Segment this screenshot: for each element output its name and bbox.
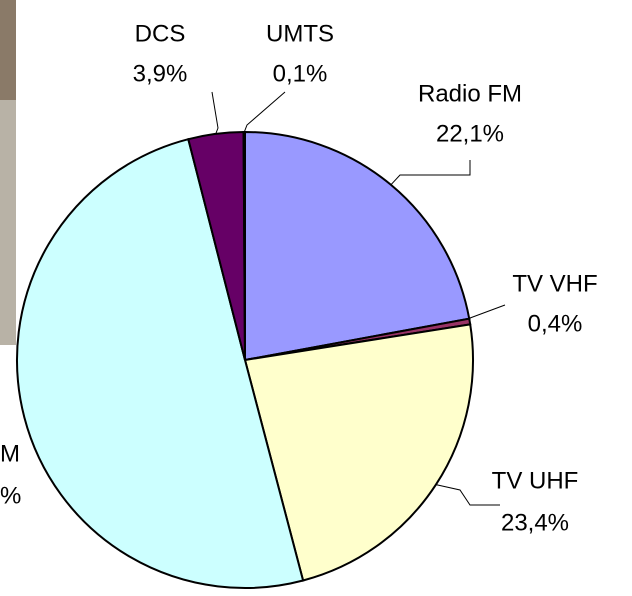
- slice-value-label: %: [0, 482, 21, 509]
- leader-line: [211, 91, 219, 135]
- pie-slice: [243, 323, 474, 582]
- pie-slice: [242, 130, 246, 361]
- leader-line: [243, 91, 286, 133]
- slice-label: M: [0, 440, 20, 467]
- slice-label: TV UHF: [492, 467, 579, 494]
- slice-value-label: 0,4%: [528, 310, 583, 337]
- slice-value-label: 3,9%: [133, 60, 188, 87]
- slice-value-label: 0,1%: [273, 60, 328, 87]
- slice-label: DCS: [135, 20, 186, 47]
- slice-value-label: 22,1%: [436, 120, 504, 147]
- leader-line: [390, 160, 471, 186]
- background-photo-wall: [0, 100, 16, 345]
- pie-slice: [244, 130, 471, 362]
- slice-value-label: 23,4%: [501, 509, 569, 536]
- slice-label: Radio FM: [418, 80, 522, 107]
- leader-line: [435, 484, 500, 506]
- slice-label: UMTS: [266, 20, 334, 47]
- slice-label: TV VHF: [512, 270, 597, 297]
- pie-slice: [15, 137, 305, 589]
- leader-line: [469, 304, 506, 322]
